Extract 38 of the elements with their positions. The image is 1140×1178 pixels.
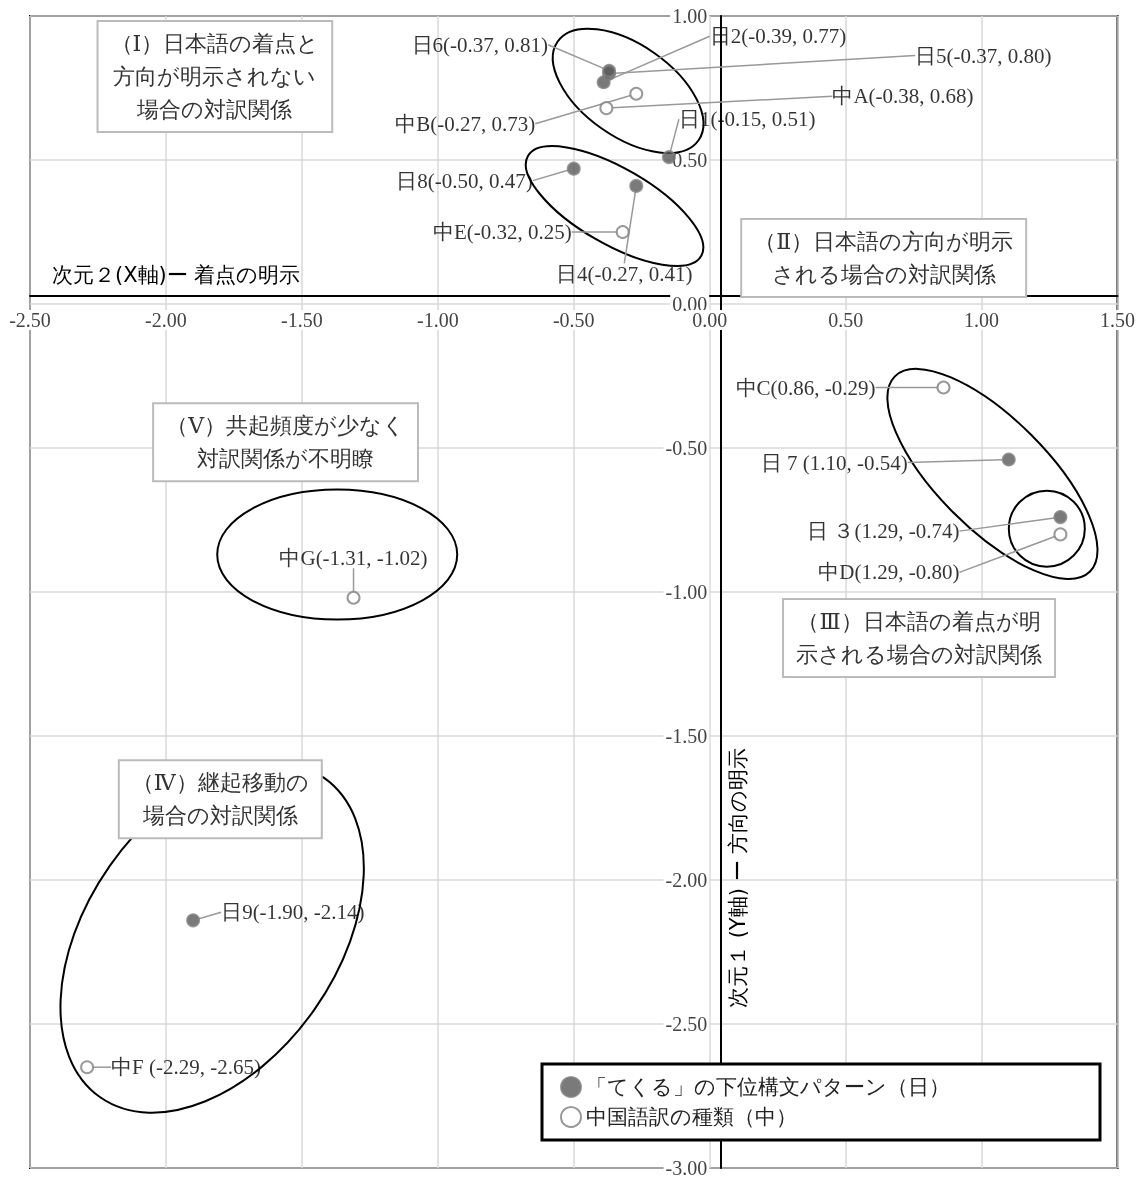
y-tick-label: 0.50 (672, 149, 708, 171)
y-tick-label: 1.00 (672, 5, 708, 27)
annotation: （Ⅴ）共起頻度が少なく対訳関係が不明瞭 (166, 413, 406, 472)
x-tick-label: 0.50 (828, 309, 864, 331)
y-tick-label: -2.00 (665, 869, 708, 891)
y-tick-label: -3.00 (665, 1157, 708, 1178)
x-tick-label: -2.50 (9, 309, 51, 331)
annotation: （Ⅱ）日本語の方向が明示される場合の対訳関係 (754, 228, 1014, 287)
annotation: （Ⅳ）継起移動の場合の対訳関係 (131, 770, 309, 829)
data-label: 中E(-0.32, 0.25) (432, 220, 572, 244)
y-tick-label: -1.00 (665, 581, 708, 603)
data-label: 日 ３(1.29, -0.74) (807, 519, 960, 544)
y-tick-label: -0.50 (665, 437, 708, 459)
data-label: 日4(-0.27, 0.41) (556, 261, 693, 286)
y-tick-label: -2.50 (665, 1013, 708, 1035)
x-tick-label: 0.00 (692, 309, 728, 331)
data-label: 中D(1.29, -0.80) (818, 560, 960, 585)
data-label: 中C(0.86, -0.29) (735, 375, 876, 400)
annotation: （Ⅲ）日本語の着点が明示される場合の対訳関係 (796, 609, 1043, 668)
data-label: 日6(-0.37, 0.81) (411, 32, 549, 57)
x-tick-label: -2.00 (145, 309, 187, 331)
x-tick-label: 1.00 (964, 309, 1000, 331)
legend-label: 中国語訳の種類（中） (586, 1105, 797, 1129)
data-label: 中A(-0.38, 0.68) (832, 84, 974, 109)
x-tick-label: -1.00 (416, 309, 459, 331)
x-tick-label: -0.50 (552, 309, 595, 331)
data-label: 中B(-0.27, 0.73) (395, 111, 536, 136)
annotation: （Ⅰ）日本語の着点と方向が明示されない場合の対訳関係 (110, 30, 320, 122)
x-tick-label: -1.50 (281, 309, 323, 331)
x-axis-title: 次元２(X軸)ー 着点の明示 (52, 262, 301, 287)
y-tick-label: -1.50 (665, 725, 708, 747)
data-label: 中F (-2.29, -2.65) (111, 1055, 261, 1080)
legend-label: 「てくる」の下位構文パターン（日） (586, 1075, 950, 1099)
x-tick-label: 1.50 (1100, 309, 1135, 331)
data-label: 中G(-1.31, -1.02) (279, 545, 428, 570)
data-label: 日5(-0.37, 0.80) (915, 43, 1052, 68)
data-label: 日 7 (1.10, -0.54) (760, 450, 908, 475)
y-axis-title: 次元１ (Y軸) ー 方向の明示 (726, 747, 751, 1008)
